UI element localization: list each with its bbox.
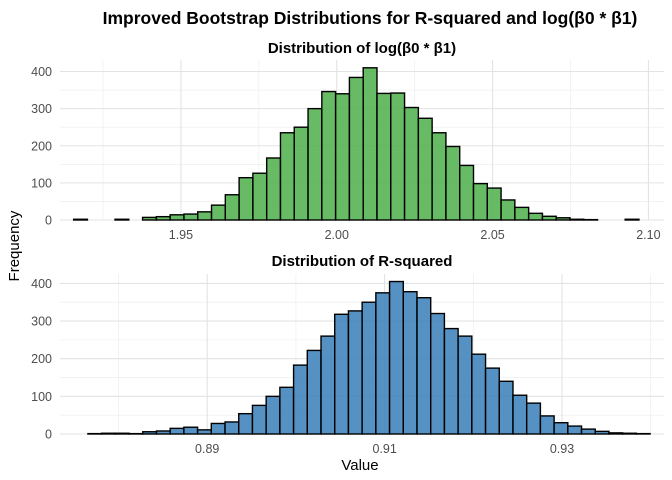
histogram-bar	[539, 415, 555, 435]
histogram-bar	[321, 90, 337, 221]
histogram-bar	[555, 217, 571, 221]
histogram-bar	[334, 313, 350, 435]
histogram-bar	[114, 218, 130, 221]
x-tick-label: 0.89	[195, 442, 219, 456]
histogram-bar	[512, 394, 528, 435]
histogram-bar	[224, 421, 240, 435]
histogram-bar	[500, 199, 516, 221]
histogram-bar	[100, 432, 117, 435]
panel-2: Distribution of R-squared 0.89 0.91 0.93 0 10…	[31, 253, 664, 456]
x-tick-label: 1.95	[169, 228, 193, 242]
histogram-bar	[498, 380, 514, 435]
histogram-bar	[307, 107, 323, 221]
histogram-bar	[361, 301, 377, 435]
histogram-bar	[541, 215, 557, 221]
histogram-bar	[362, 67, 378, 221]
histogram-bar	[155, 430, 171, 435]
y-tick-label: 300	[31, 315, 52, 329]
histogram-bar	[472, 182, 488, 221]
histogram-bar	[141, 216, 158, 221]
histogram-bar	[238, 176, 254, 221]
histogram-bar	[484, 367, 500, 435]
histogram-bar	[580, 428, 596, 435]
histogram-bar	[430, 312, 446, 435]
histogram-bar	[388, 280, 404, 435]
histogram-bar	[390, 92, 406, 221]
histogram-bar	[525, 402, 542, 435]
histogram-bar	[553, 422, 569, 435]
histogram-bar	[279, 132, 295, 221]
y-tick-label: 100	[31, 176, 52, 190]
x-tick-label: 2.00	[325, 228, 349, 242]
y-tick-label: 300	[31, 102, 52, 116]
y-tick-label: 200	[31, 352, 52, 366]
histogram-bar	[72, 218, 89, 221]
histogram-bar	[624, 218, 640, 221]
histogram-bar	[197, 211, 213, 221]
histogram-bar	[402, 290, 418, 435]
histogram-bar	[445, 145, 461, 221]
histogram-bar	[142, 431, 158, 435]
y-tick-label: 0	[45, 428, 52, 442]
histogram-bar	[238, 412, 254, 435]
histogram-bar	[252, 172, 268, 221]
y-axis-title: Frequency	[6, 210, 23, 281]
histogram-bar	[169, 214, 185, 221]
histogram-bar	[265, 157, 282, 221]
histogram-bar	[279, 386, 295, 435]
histogram-bar	[155, 215, 171, 221]
histogram-bar	[334, 93, 351, 221]
y-tick-label: 0	[45, 214, 52, 228]
histogram-bar	[348, 76, 364, 221]
histogram-bar	[376, 92, 392, 221]
histogram-bar	[621, 432, 638, 435]
histogram-bar	[183, 213, 199, 221]
y-tick-label: 100	[31, 390, 52, 404]
histogram-bar	[459, 164, 475, 221]
histogram-bar	[347, 310, 363, 435]
histogram-bar	[251, 404, 267, 435]
histogram-bar	[594, 430, 610, 435]
histogram-bar	[431, 132, 447, 221]
panel-1: Distribution of log(β0 * β1) 1.95 2.00 2.05…	[31, 40, 664, 242]
histogram-bar	[417, 117, 433, 221]
y-tick-label: 200	[31, 139, 52, 153]
x-tick-label: 0.91	[372, 442, 396, 456]
histogram-bar	[443, 327, 459, 435]
histogram-bar	[514, 206, 530, 221]
histogram-bar	[416, 297, 432, 435]
x-tick-label: 0.93	[550, 442, 574, 456]
histogram-bar	[210, 204, 227, 221]
histogram-bar	[306, 349, 322, 435]
x-tick-label: 2.05	[480, 228, 504, 242]
x-axis-title: Value	[341, 457, 378, 474]
histogram-bar	[292, 364, 308, 435]
histogram-bar	[567, 425, 583, 435]
histogram-bar	[608, 432, 624, 435]
histogram-bar	[527, 212, 544, 221]
histogram-bar	[569, 218, 585, 221]
histogram-bar	[224, 194, 240, 221]
y-tick-label: 400	[31, 65, 52, 79]
chart-title: Improved Bootstrap Distributions for R-s…	[103, 8, 638, 28]
histogram-bar	[471, 353, 487, 435]
histogram-bar	[403, 106, 420, 221]
histogram-bar	[486, 187, 502, 221]
histogram-bar	[375, 292, 391, 435]
panels-layer: Distribution of log(β0 * β1) 1.95 2.00 2.05…	[31, 40, 664, 456]
histogram-bar	[293, 126, 309, 221]
panel-title: Distribution of log(β0 * β1)	[268, 40, 456, 57]
histogram-bar	[457, 335, 473, 435]
y-tick-label: 400	[31, 277, 52, 291]
histogram-bar	[210, 422, 226, 435]
histogram-bar	[114, 432, 130, 435]
histogram-bar	[265, 395, 281, 435]
panel-title: Distribution of R-squared	[272, 253, 453, 270]
histogram-bar	[169, 427, 185, 435]
histogram-bar	[196, 429, 213, 435]
x-tick-label: 2.10	[636, 228, 660, 242]
histogram-bar	[320, 335, 336, 435]
histogram-bar	[183, 426, 199, 435]
